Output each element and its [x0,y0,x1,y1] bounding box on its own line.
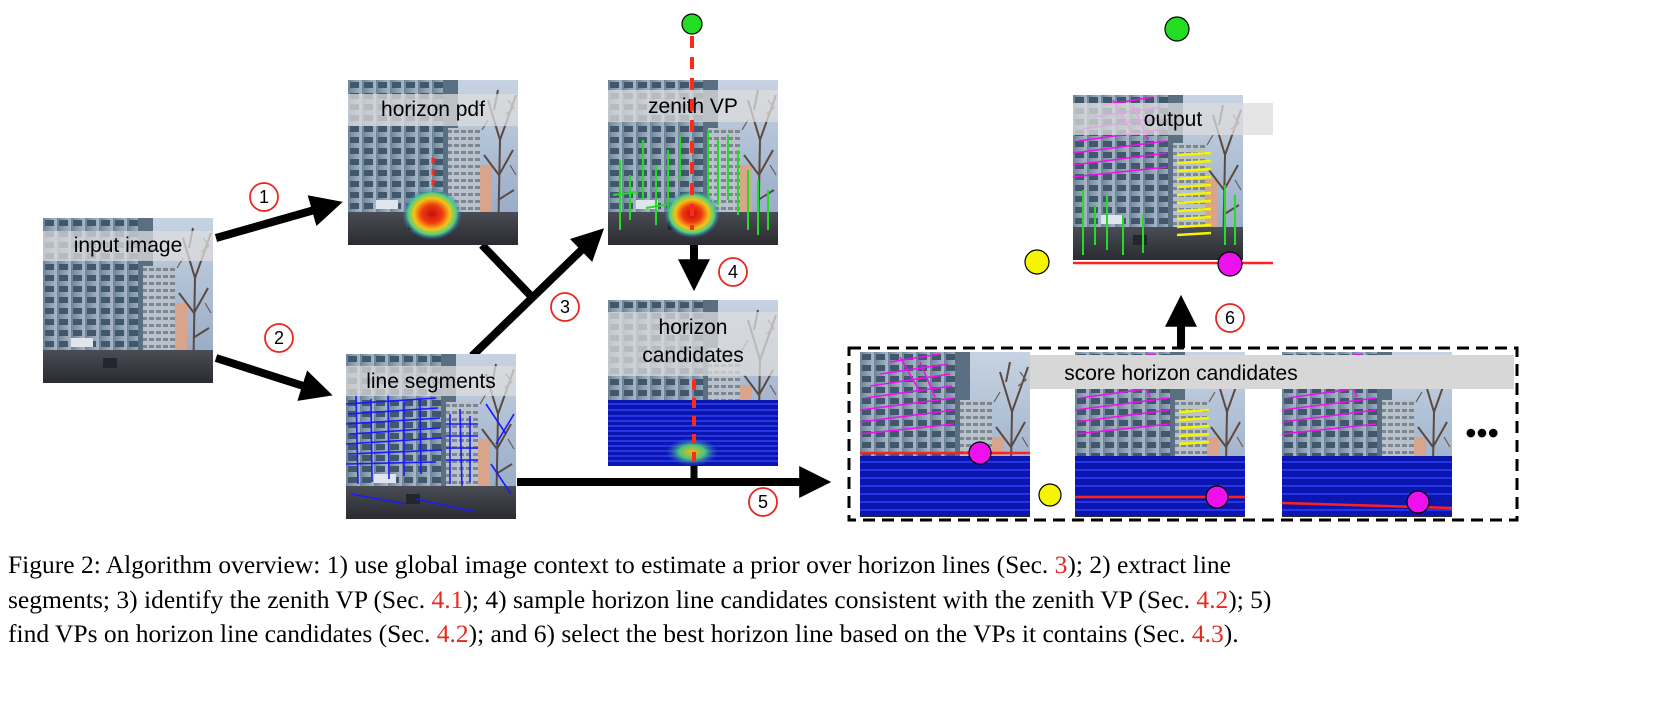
ellipsis-more-candidates: ••• [1465,415,1499,451]
output-vertical-segments [1082,185,1236,255]
candidate-2-vp [1205,485,1229,509]
panel-input-image: input image [42,217,214,384]
detected-segments [345,393,515,513]
panel-line-segments: line segments [345,353,517,520]
arrow-step-1 [214,195,343,242]
step-1-label: 1 [259,187,269,207]
step-3-label: 3 [560,297,570,317]
caption-text: ); 4) sample horizon line candidates con… [463,584,1197,614]
caption-line-1: Figure 2: Algorithm overview: 1) use glo… [8,548,1650,583]
step-5-label: 5 [758,492,768,512]
label-score-horizon-candidates: score horizon candidates [1064,362,1297,385]
connectors [214,195,1197,498]
line-horizon-pdf-to-merge [479,242,533,298]
vertical-segments [612,130,769,235]
candidate-thumb-2 [1074,351,1246,518]
caption-text: ); 5) [1228,584,1272,614]
step-6-label: 6 [1225,308,1235,328]
caption-text: ); and 6) select the best horizon line b… [468,619,1192,648]
label-horizon-candidates-1: horizon [659,316,728,339]
label-output: output [1144,108,1203,131]
step-4-label: 4 [728,262,738,282]
candidate-thumb-3 [1281,351,1453,518]
score-horizon-candidates-box: score horizon candidates ••• [847,346,1519,522]
candidate-1-vp [968,441,992,465]
section-ref-link[interactable]: 4.2 [436,619,469,648]
step-2-label: 2 [274,328,284,348]
caption-line-2: segments; 3) identify the zenith VP (Sec… [8,583,1650,618]
output-vp-yellow [1024,249,1050,275]
caption-text: ). [1223,619,1239,648]
section-ref-link[interactable]: 4.2 [1196,584,1229,614]
arrow-step-2 [214,354,333,401]
label-input-image: input image [74,234,183,257]
label-horizon-candidates-2: candidates [642,344,744,367]
algorithm-diagram: input image horizon pdf zenith VP [42,13,1519,522]
panel-horizon-candidates: horizon candidates [607,299,779,466]
label-horizon-pdf: horizon pdf [381,98,485,121]
caption-text: ); 2) extract line [1067,550,1231,579]
caption-text: find VPs on horizon line candidates (Sec… [8,619,437,648]
output-zenith-vp-point [1164,16,1190,42]
figure-caption: Figure 2: Algorithm overview: 1) use glo… [8,548,1650,652]
section-ref-link[interactable]: 4.1 [431,584,464,614]
section-ref-link[interactable]: 4.3 [1191,619,1224,648]
section-ref-link[interactable]: 3 [1054,550,1068,579]
candidate-vp-yellow [1038,483,1062,507]
panel-output: output [1072,94,1273,277]
horizon-heatmap [402,188,462,240]
step-markers [249,182,1245,517]
caption-text: Figure 2: Algorithm overview: 1) use glo… [8,550,1055,579]
label-line-segments: line segments [366,370,496,393]
caption-line-3: find VPs on horizon line candidates (Sec… [8,617,1650,652]
output-vp-magenta [1217,251,1243,277]
caption-text: segments; 3) identify the zenith VP (Sec… [8,584,432,614]
output-yellow-segments [1176,151,1212,237]
candidate-3-vp [1406,490,1430,514]
candidate-thumb-1 [859,351,1031,518]
panel-horizon-pdf: horizon pdf [347,79,519,246]
arrow-step-3 [469,228,605,359]
zenith-vp-point [681,13,703,35]
